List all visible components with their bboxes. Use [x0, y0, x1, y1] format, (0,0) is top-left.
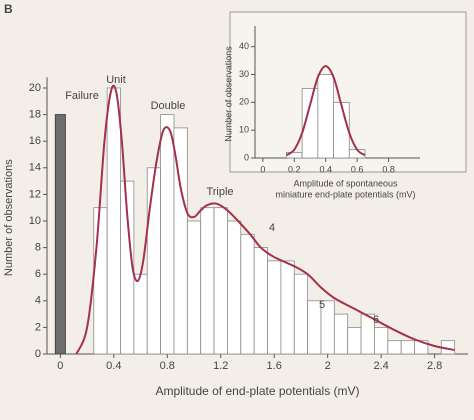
- annotation: 4: [269, 222, 275, 234]
- x-tick-label: 0.2: [288, 164, 301, 174]
- bar: [160, 114, 175, 355]
- y-tick-label: 40: [239, 41, 249, 51]
- y-tick-label: 10: [29, 215, 41, 227]
- bar: [106, 87, 121, 355]
- annotation: 6: [373, 314, 379, 326]
- y-tick-label: 16: [29, 135, 41, 147]
- x-axis-label: miniature end-plate potentials (mV): [275, 189, 415, 199]
- bar: [200, 207, 215, 355]
- x-tick-label: 0: [57, 360, 63, 372]
- y-tick-label: 0: [35, 348, 41, 360]
- y-tick-label: 10: [239, 125, 249, 135]
- annotation: Double: [151, 100, 186, 112]
- annotation: Unit: [106, 74, 126, 86]
- y-tick-label: 30: [239, 69, 249, 79]
- x-axis-label: Amplitude of spontaneous: [293, 178, 398, 188]
- y-tick-label: 20: [29, 82, 41, 94]
- x-tick-label: 0.8: [160, 360, 175, 372]
- bar: [333, 101, 350, 159]
- bar: [347, 326, 362, 355]
- panel-label: B: [4, 2, 13, 16]
- x-axis-label: Amplitude of end-plate potentials (mV): [155, 384, 359, 398]
- bar: [93, 207, 108, 355]
- bar: [120, 180, 135, 355]
- y-tick-label: 6: [35, 268, 41, 280]
- x-tick-label: 0: [260, 164, 265, 174]
- bar: [280, 260, 295, 355]
- bar: [227, 220, 242, 355]
- y-tick-label: 0: [244, 152, 249, 162]
- annotation: Triple: [206, 186, 233, 198]
- bar: [186, 220, 202, 355]
- failure-bar: [54, 114, 66, 355]
- bar: [133, 273, 148, 355]
- x-tick-label: 0.4: [319, 164, 332, 174]
- bar: [240, 233, 255, 355]
- bar: [267, 260, 282, 355]
- bar: [317, 74, 334, 159]
- y-tick-label: 20: [239, 97, 249, 107]
- y-tick-label: 14: [29, 162, 41, 174]
- bar: [400, 340, 415, 355]
- x-tick-label: 2: [325, 360, 331, 372]
- x-tick-label: 1.6: [267, 360, 282, 372]
- bar: [333, 313, 349, 355]
- x-tick-label: 0.4: [106, 360, 121, 372]
- y-axis-label: Number of observations: [3, 159, 15, 276]
- fit-curve: [75, 84, 455, 355]
- y-tick-label: 8: [35, 242, 41, 254]
- y-tick-label: 12: [29, 188, 41, 200]
- y-axis-label: Number of observations: [223, 46, 233, 142]
- annotation: 5: [319, 299, 325, 311]
- x-tick-label: 2.8: [427, 360, 442, 372]
- fit-curve: [285, 65, 366, 157]
- x-tick-label: 1.2: [213, 360, 228, 372]
- annotation: Failure: [65, 90, 99, 102]
- bar: [213, 207, 228, 355]
- bar: [387, 340, 402, 355]
- bar: [146, 167, 162, 355]
- y-tick-label: 18: [29, 109, 41, 121]
- y-tick-label: 4: [35, 295, 41, 307]
- bar: [293, 273, 309, 355]
- x-tick-label: 0.6: [351, 164, 364, 174]
- bar: [253, 247, 268, 355]
- x-tick-label: 2.4: [373, 360, 388, 372]
- x-tick-label: 0.8: [382, 164, 395, 174]
- y-tick-label: 2: [35, 321, 41, 333]
- bar: [374, 326, 389, 355]
